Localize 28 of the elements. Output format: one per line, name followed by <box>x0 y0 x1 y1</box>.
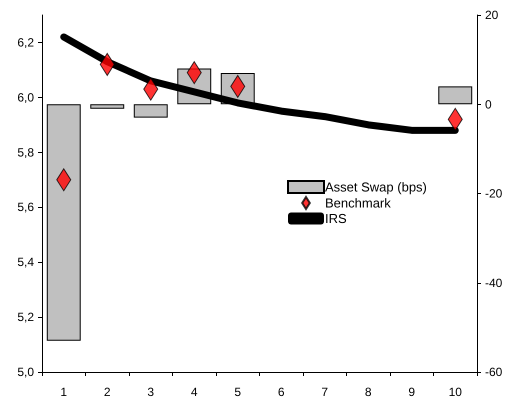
x-tick-label: 5 <box>234 385 242 399</box>
x-tick-label: 1 <box>60 385 68 399</box>
x-tick-label: 9 <box>408 385 416 399</box>
y2-tick-label: 0 <box>485 97 492 112</box>
x-tick-label: 4 <box>190 385 198 399</box>
bar <box>438 86 472 104</box>
y2-tick-label: 20 <box>485 8 499 22</box>
y-tick-label: 6,2 <box>17 35 34 50</box>
y2-tick-label: -40 <box>485 276 503 290</box>
y-tick-label: 5,4 <box>17 255 34 270</box>
x-tick-label: 7 <box>321 385 328 399</box>
x-tick-label: 3 <box>147 385 154 399</box>
y-tick-label: 5,6 <box>17 200 34 214</box>
y-tick-label: 6,0 <box>17 90 34 104</box>
y2-tick-label: -20 <box>485 186 503 200</box>
y2-tick-label: -60 <box>485 365 503 379</box>
y-tick-label: 5,0 <box>17 365 34 379</box>
bar <box>46 104 81 341</box>
legend-label: Asset Swap (bps) <box>325 180 427 194</box>
legend-label: IRS <box>325 211 347 226</box>
x-tick-label: 2 <box>104 385 111 399</box>
x-tick-label: 8 <box>364 385 372 399</box>
x-tick-label: 10 <box>448 385 462 399</box>
bar <box>134 104 168 118</box>
x-tick-label: 6 <box>278 385 285 399</box>
y-tick-label: 5,2 <box>17 310 34 324</box>
y-tick-label: 5,8 <box>17 145 34 160</box>
legend-label: Benchmark <box>325 196 392 210</box>
